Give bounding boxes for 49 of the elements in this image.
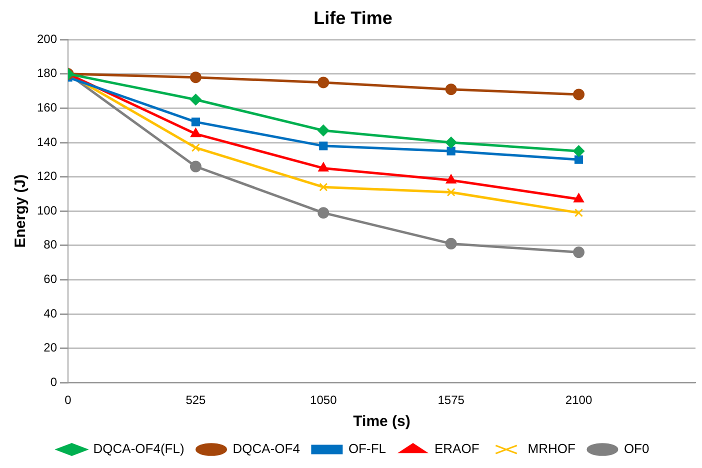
y-tick-label: 160 xyxy=(36,100,58,115)
x-tick-label: 0 xyxy=(64,393,72,408)
y-axis-title: Energy (J) xyxy=(12,174,30,248)
x-tick-label: 525 xyxy=(186,393,206,408)
x-tick-label: 1050 xyxy=(310,393,338,408)
y-tick-label: 140 xyxy=(36,134,58,149)
point xyxy=(574,193,584,202)
point xyxy=(574,155,584,164)
point xyxy=(446,188,456,197)
y-tick-label: 40 xyxy=(44,306,58,320)
point xyxy=(445,84,457,96)
y-tick-label: 180 xyxy=(36,66,58,80)
y-tick-label: 0 xyxy=(50,374,58,389)
point xyxy=(191,118,200,126)
x-tick-label: 1575 xyxy=(438,393,465,408)
point xyxy=(190,72,202,84)
point xyxy=(573,88,585,100)
legend-label: OF0 xyxy=(624,441,650,456)
point xyxy=(318,162,328,172)
y-tick-label: 80 xyxy=(44,238,58,252)
point xyxy=(573,246,585,258)
point xyxy=(573,145,585,157)
point xyxy=(445,238,457,250)
y-tick-label: 60 xyxy=(44,272,58,286)
legend-label: DQCA-OF4(FL) xyxy=(93,441,184,456)
legend-label: OF-FL xyxy=(348,441,386,456)
chart-title: Life Time xyxy=(314,8,392,28)
point xyxy=(190,160,202,172)
legend-label: MRHOF xyxy=(528,441,576,456)
point xyxy=(190,94,202,106)
y-tick-label: 20 xyxy=(44,340,58,355)
point xyxy=(318,124,330,136)
point xyxy=(446,146,456,156)
point xyxy=(574,208,584,218)
y-tick-label: 200 xyxy=(36,32,58,46)
y-tick-label: 100 xyxy=(36,203,58,218)
legend-label: ERAOF xyxy=(434,441,480,456)
x-tick-label: 2100 xyxy=(565,393,592,408)
point xyxy=(446,174,456,184)
legend-label: DQCA-OF4 xyxy=(232,441,300,456)
point xyxy=(191,143,200,152)
y-tick-label: 120 xyxy=(36,169,58,184)
point xyxy=(318,76,330,88)
x-axis-title: Time (s) xyxy=(353,413,410,430)
point xyxy=(190,128,201,138)
point xyxy=(319,142,328,150)
point xyxy=(319,182,328,192)
point xyxy=(445,136,457,148)
point xyxy=(318,207,330,219)
